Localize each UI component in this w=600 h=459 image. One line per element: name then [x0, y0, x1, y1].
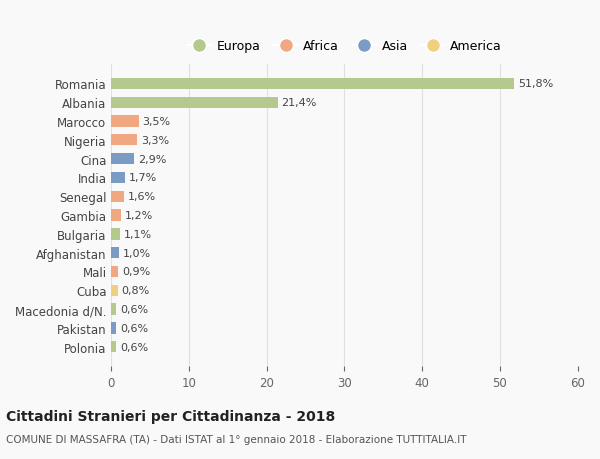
Text: 1,7%: 1,7%: [128, 173, 157, 183]
Bar: [112, 210, 121, 221]
Text: 3,3%: 3,3%: [141, 135, 169, 146]
Text: 0,8%: 0,8%: [121, 285, 150, 296]
Text: 1,1%: 1,1%: [124, 230, 152, 239]
Text: 21,4%: 21,4%: [281, 98, 317, 108]
Text: 51,8%: 51,8%: [518, 79, 553, 89]
Bar: [112, 304, 116, 315]
Text: 2,9%: 2,9%: [138, 154, 166, 164]
Text: 0,6%: 0,6%: [120, 304, 148, 314]
Bar: [112, 229, 120, 240]
Text: 0,6%: 0,6%: [120, 342, 148, 352]
Bar: [112, 266, 118, 278]
Bar: [112, 191, 124, 202]
Bar: [112, 97, 278, 109]
Legend: Europa, Africa, Asia, America: Europa, Africa, Asia, America: [182, 35, 507, 58]
Text: COMUNE DI MASSAFRA (TA) - Dati ISTAT al 1° gennaio 2018 - Elaborazione TUTTITALI: COMUNE DI MASSAFRA (TA) - Dati ISTAT al …: [6, 434, 467, 443]
Bar: [112, 285, 118, 297]
Text: 3,5%: 3,5%: [142, 117, 170, 127]
Text: 0,9%: 0,9%: [122, 267, 151, 277]
Bar: [112, 154, 134, 165]
Text: 1,2%: 1,2%: [125, 211, 153, 221]
Bar: [112, 323, 116, 334]
Bar: [112, 78, 514, 90]
Text: 1,6%: 1,6%: [128, 192, 156, 202]
Bar: [112, 173, 125, 184]
Bar: [112, 135, 137, 146]
Bar: [112, 116, 139, 128]
Bar: [112, 341, 116, 353]
Bar: [112, 247, 119, 259]
Text: 1,0%: 1,0%: [123, 248, 151, 258]
Text: Cittadini Stranieri per Cittadinanza - 2018: Cittadini Stranieri per Cittadinanza - 2…: [6, 409, 335, 423]
Text: 0,6%: 0,6%: [120, 323, 148, 333]
